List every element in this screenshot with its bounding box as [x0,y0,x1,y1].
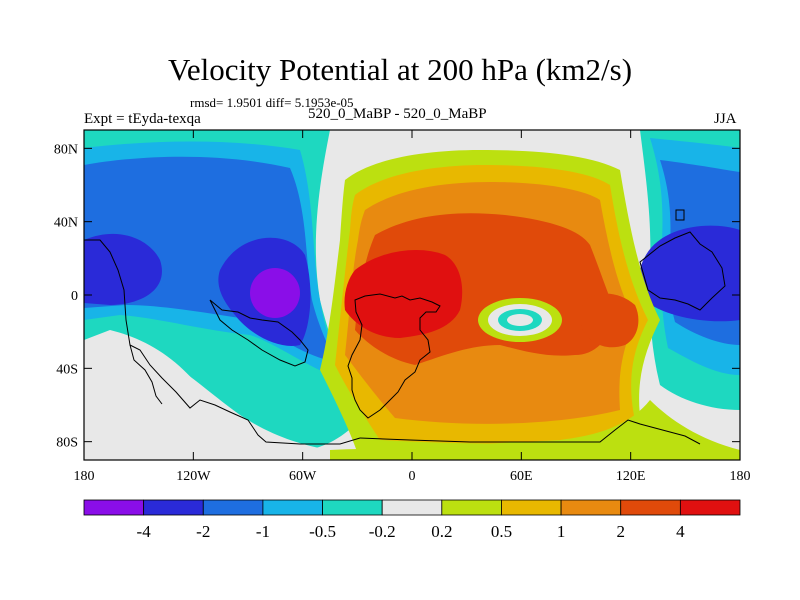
contour-fill-east-darkblue [638,225,740,322]
colorbar-swatch [322,499,383,516]
contour-fill-southwest-neutral [84,349,330,460]
comparison-label: 520_0_MaBP - 520_0_MaBP [308,106,487,122]
colorbar-swatch [381,499,443,516]
colorbar-swatch [501,499,562,516]
contour-fill-west-minimum [250,268,300,318]
axis-ticks [83,130,741,460]
coastline-south-america [209,299,309,367]
experiment-label: Expt = tEyda-texqa [84,111,201,127]
x-tick-label: 180 [730,469,751,484]
coastline-australia [639,231,726,311]
x-tick-label: 120W [176,469,211,484]
colorbar-swatch [262,499,323,516]
colorbar-label: -4 [137,522,152,541]
colorbar-swatch [620,499,681,516]
colorbar-label: 4 [676,522,685,541]
y-tick-label: 80S [56,436,78,451]
colorbar-label: -1 [256,522,270,541]
y-tick-label: 80N [54,142,78,157]
colorbar-label: -2 [196,522,210,541]
contour-fill-secondary-maximum [580,293,639,348]
contour-field [84,130,740,460]
x-tick-label: 60W [289,469,317,484]
coastline-antarctica-east [359,419,701,445]
colorbar-swatch [441,499,502,516]
colorbar-swatch [202,499,264,516]
axis-labels: 180 120W 60W 0 60E 120E 180 80N 40N 0 40S 80S [54,142,751,484]
colorbar-swatch [143,499,204,516]
colorbar-label: 2 [616,522,625,541]
coastline-patagonia [129,344,163,405]
colorbar-label: 1 [557,522,566,541]
colorbar-label: 0.5 [491,522,512,541]
contour-fill-south-green [330,400,740,460]
coastline-island-east [675,209,685,221]
x-tick-label: 60E [510,469,533,484]
contour-ring-center [507,314,533,326]
coastlines [84,209,726,445]
contour-fill-west-darkblue [84,233,311,346]
colorbar-label: -0.5 [309,522,336,541]
y-tick-label: 40N [54,216,78,231]
colorbar-swatch [560,499,622,516]
y-tick-label: 0 [71,289,78,304]
coastline-antarctica-west [84,239,361,445]
colorbar-swatch [679,499,741,516]
rmsd-diff-stats: rmsd= 1.9501 diff= 5.1953e-05 [190,95,354,110]
contour-fill-maximum [344,250,463,338]
x-tick-label: 0 [409,469,416,484]
colorbar: -4 -2 -1 -0.5 -0.2 0.2 0.5 1 2 4 [83,499,741,541]
x-tick-label: 180 [74,469,95,484]
y-tick-label: 40S [56,362,78,377]
colorbar-label: 0.2 [431,522,452,541]
x-tick-label: 120E [616,469,646,484]
chart-title: Velocity Potential at 200 hPa (km2/s) [167,52,633,87]
colorbar-label: -0.2 [369,522,396,541]
colorbar-swatch [83,499,145,516]
coastline-africa [347,293,441,419]
season-label: JJA [714,111,737,127]
